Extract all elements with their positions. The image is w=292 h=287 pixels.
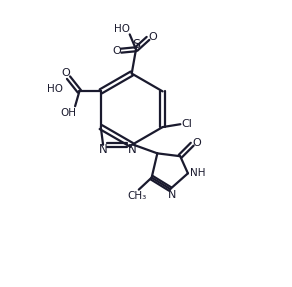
- Text: NH: NH: [190, 168, 206, 178]
- Text: CH₃: CH₃: [128, 191, 147, 201]
- Text: O: O: [192, 138, 201, 148]
- Text: HO: HO: [114, 24, 130, 34]
- Text: N: N: [167, 190, 176, 200]
- Text: N: N: [128, 144, 137, 156]
- Text: N: N: [99, 144, 107, 156]
- Text: O: O: [61, 67, 70, 77]
- Text: O: O: [112, 46, 121, 56]
- Text: HO: HO: [47, 84, 63, 94]
- Text: O: O: [148, 32, 157, 42]
- Text: Cl: Cl: [181, 119, 192, 129]
- Text: S: S: [132, 38, 140, 51]
- Text: OH: OH: [61, 108, 77, 117]
